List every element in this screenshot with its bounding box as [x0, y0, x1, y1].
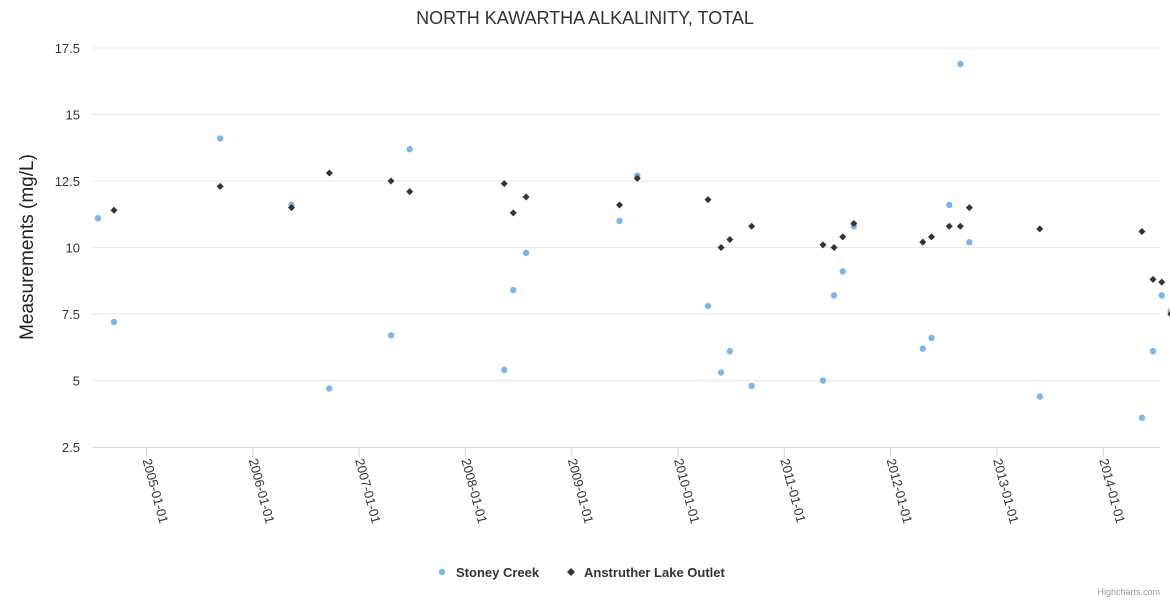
- legend-item-series-2[interactable]: Anstruther Lake Outlet: [567, 565, 726, 580]
- x-tick-label: 2007-01-01: [352, 457, 384, 525]
- legend-marker-diamond-icon: [567, 568, 575, 576]
- data-point[interactable]: [819, 377, 827, 384]
- data-point[interactable]: [957, 60, 964, 68]
- series-2: [110, 169, 1170, 318]
- data-point[interactable]: [510, 286, 517, 294]
- data-point[interactable]: [387, 332, 395, 339]
- data-point[interactable]: [216, 135, 224, 142]
- data-point[interactable]: [839, 233, 847, 241]
- data-point[interactable]: [387, 177, 395, 185]
- x-tick-label: 2011-01-01: [777, 457, 808, 524]
- x-tick-label: 2010-01-01: [671, 457, 703, 525]
- data-point[interactable]: [830, 292, 838, 299]
- y-tick-label: 12.5: [55, 174, 80, 189]
- data-point[interactable]: [726, 236, 734, 244]
- x-tick-label: 2012-01-01: [884, 457, 916, 525]
- data-point[interactable]: [919, 345, 926, 352]
- data-point[interactable]: [216, 182, 224, 190]
- data-point[interactable]: [928, 334, 935, 342]
- legend-marker-circle-icon: [438, 568, 446, 576]
- x-tick-label: 2008-01-01: [458, 457, 490, 525]
- data-point[interactable]: [500, 180, 508, 188]
- data-point[interactable]: [956, 222, 964, 230]
- data-point[interactable]: [110, 318, 118, 326]
- plot-area: [94, 60, 1170, 421]
- y-tick-label: 15: [66, 108, 80, 123]
- data-point[interactable]: [726, 348, 734, 355]
- data-point[interactable]: [717, 369, 725, 376]
- y-tick-label: 2.5: [62, 440, 80, 455]
- legend-item-series-1[interactable]: Stoney Creek: [438, 565, 540, 580]
- y-tick-label: 17.5: [55, 41, 80, 56]
- data-point[interactable]: [522, 249, 530, 257]
- x-tick-label: 2009-01-01: [565, 457, 597, 525]
- data-point[interactable]: [946, 201, 953, 209]
- x-tick-label: 2013-01-01: [990, 457, 1022, 525]
- data-point[interactable]: [819, 241, 827, 249]
- data-point[interactable]: [616, 217, 623, 225]
- x-tick-label: 2006-01-01: [246, 457, 278, 525]
- data-point[interactable]: [945, 222, 953, 230]
- data-point[interactable]: [406, 145, 413, 153]
- legend-label-series-1: Stoney Creek: [456, 565, 540, 580]
- data-point[interactable]: [1149, 348, 1157, 355]
- x-tick-label: 2014-01-01: [1096, 457, 1128, 525]
- credits-link[interactable]: Highcharts.com: [1097, 587, 1160, 597]
- data-point[interactable]: [717, 244, 725, 251]
- data-point[interactable]: [1149, 275, 1157, 283]
- data-point[interactable]: [509, 209, 517, 217]
- y-axis-label: Measurements (mg/L): [17, 154, 38, 340]
- data-point[interactable]: [1138, 414, 1146, 421]
- data-point[interactable]: [406, 188, 414, 196]
- data-point[interactable]: [850, 220, 858, 228]
- gridlines: [93, 47, 1160, 448]
- data-point[interactable]: [1036, 393, 1043, 400]
- data-point[interactable]: [1158, 292, 1165, 299]
- y-axis-ticks: 2.5 5 7.5 10 12.5 15 17.5: [55, 41, 80, 455]
- data-point[interactable]: [110, 206, 118, 214]
- data-point[interactable]: [919, 238, 927, 246]
- data-point[interactable]: [748, 222, 756, 230]
- y-tick-label: 7.5: [62, 307, 80, 322]
- data-point[interactable]: [1138, 228, 1146, 236]
- legend-label-series-2: Anstruther Lake Outlet: [584, 565, 726, 580]
- data-point[interactable]: [326, 385, 333, 392]
- data-point[interactable]: [1036, 225, 1044, 233]
- data-point[interactable]: [1158, 278, 1166, 286]
- data-point[interactable]: [1167, 311, 1170, 318]
- x-tick-label: 2005-01-01: [140, 457, 172, 525]
- y-tick-label: 10: [66, 241, 80, 256]
- data-point[interactable]: [325, 169, 333, 177]
- data-point[interactable]: [928, 233, 936, 241]
- data-point[interactable]: [704, 196, 712, 204]
- series-1: [94, 60, 1170, 421]
- y-tick-label: 5: [73, 374, 80, 389]
- data-point[interactable]: [830, 244, 838, 251]
- data-point[interactable]: [965, 204, 973, 212]
- data-point[interactable]: [287, 204, 295, 212]
- data-point[interactable]: [94, 215, 102, 222]
- data-point[interactable]: [616, 201, 624, 209]
- data-point[interactable]: [839, 268, 846, 275]
- data-point[interactable]: [704, 302, 712, 310]
- data-point[interactable]: [522, 193, 530, 201]
- chart-title: NORTH KAWARTHA ALKALINITY, TOTAL: [416, 8, 754, 28]
- x-axis-ticks: 2005-01-01 2006-01-01 2007-01-01 2008-01-01…: [140, 447, 1128, 525]
- data-point[interactable]: [633, 174, 641, 182]
- data-point[interactable]: [966, 238, 973, 246]
- legend[interactable]: Stoney Creek Anstruther Lake Outlet: [438, 565, 726, 580]
- data-point[interactable]: [501, 366, 508, 374]
- data-point[interactable]: [748, 382, 755, 390]
